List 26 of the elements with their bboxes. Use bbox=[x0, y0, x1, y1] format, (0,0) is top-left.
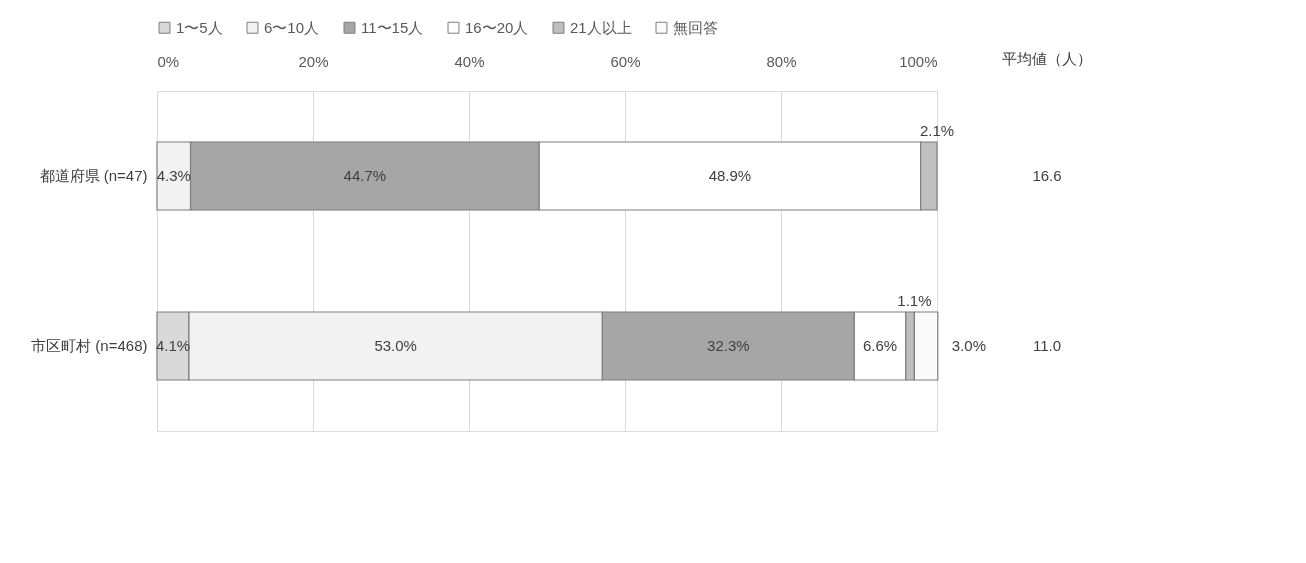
x-tick-label: 100% bbox=[899, 52, 938, 70]
data-label: 44.7% bbox=[343, 167, 387, 184]
x-tick-label: 40% bbox=[454, 52, 485, 70]
y-tick-label: 都道府県 (n=47) bbox=[39, 167, 148, 184]
data-label: 53.0% bbox=[374, 337, 417, 354]
legend-label: 6〜10人 bbox=[264, 18, 320, 36]
data-label: 4.1% bbox=[155, 337, 191, 354]
text: 平均値（人） bbox=[1002, 50, 1092, 67]
data-label: 6.6% bbox=[862, 337, 898, 354]
data-label: 2.1% bbox=[919, 122, 955, 139]
legend-label: 16〜20人 bbox=[465, 18, 529, 36]
data-label: 1.1% bbox=[897, 292, 932, 309]
legend-label: 無回答 bbox=[673, 18, 718, 36]
text: 11.0 bbox=[1032, 337, 1062, 354]
x-tick-label: 0% bbox=[157, 52, 180, 70]
legend-label: 1〜5人 bbox=[176, 18, 223, 36]
legend-label: 21人以上 bbox=[570, 18, 632, 36]
x-tick-label: 80% bbox=[766, 52, 797, 70]
text: 16.6 bbox=[1032, 167, 1062, 184]
x-tick-label: 20% bbox=[298, 52, 329, 70]
x-tick-label: 60% bbox=[610, 52, 641, 70]
data-label: 48.9% bbox=[708, 167, 752, 184]
data-label: 32.3% bbox=[707, 337, 750, 354]
legend-label: 11〜15人 bbox=[361, 18, 424, 36]
y-tick-label: 市区町村 (n=468) bbox=[31, 337, 148, 354]
data-label: 3.0% bbox=[951, 337, 986, 354]
